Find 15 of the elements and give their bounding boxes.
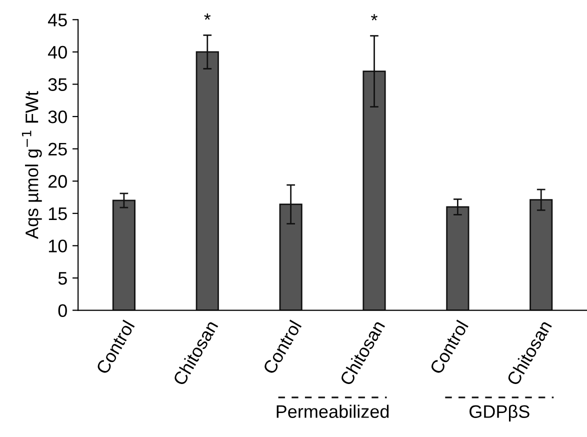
data-label: * (204, 13, 211, 20)
y-tick-label: 15 (48, 208, 67, 220)
data-label: * (371, 14, 378, 20)
y-tick-label: 20 (48, 175, 67, 188)
text: Permeabilized (276, 404, 389, 418)
y-tick-label: 10 (48, 240, 67, 252)
y-tick-label: 5 (58, 272, 67, 285)
y-axis-title: Aqs µmol g$^{−1}$ FWt (22, 91, 42, 240)
y-tick-label: 25 (48, 142, 67, 156)
text: GDPβS (470, 404, 530, 422)
y-tick-label: 30 (48, 110, 67, 124)
y-tick-label: 35 (48, 78, 67, 91)
y-tick-label: 0 (58, 304, 67, 317)
y-tick-label: 40 (48, 46, 67, 59)
y-tick-label: 45 (48, 14, 67, 26)
